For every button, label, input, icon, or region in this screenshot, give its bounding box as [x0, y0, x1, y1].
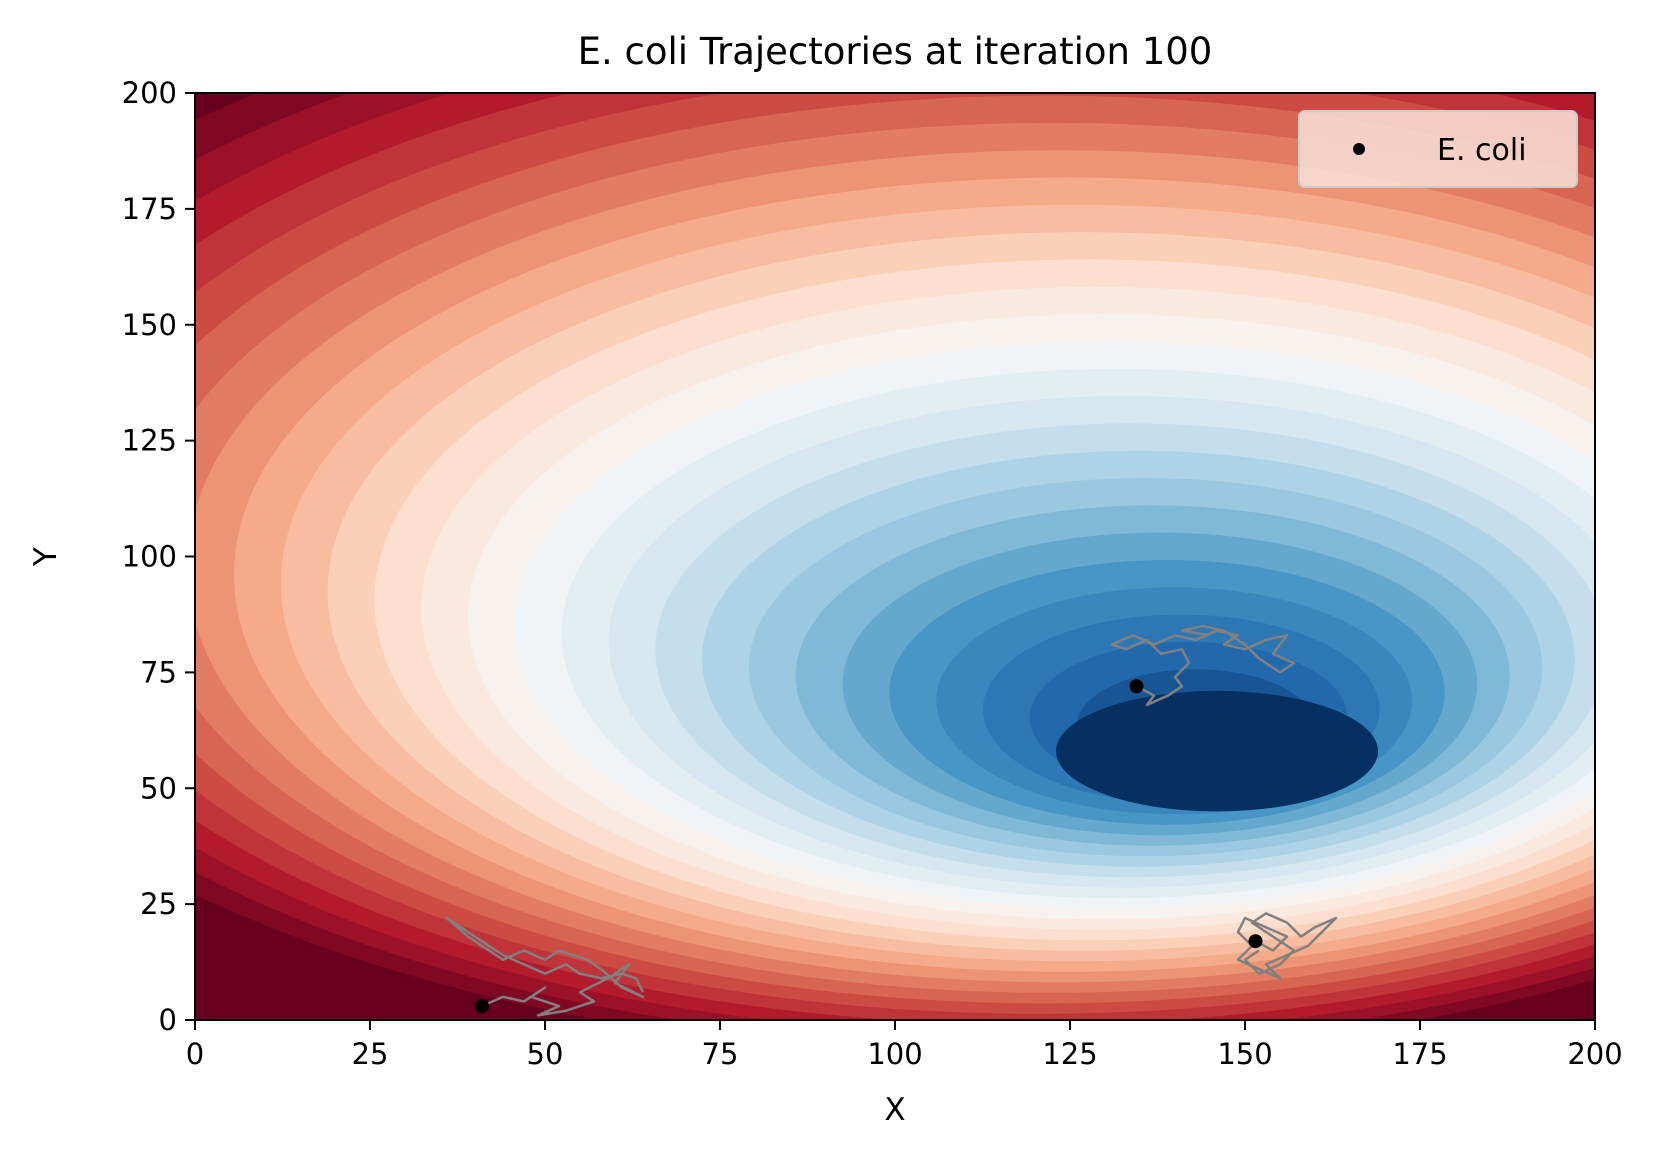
trajectory-line	[445, 916, 645, 1017]
x-axis: 0 25 50 75 100 125 150 175 200	[186, 1020, 1623, 1071]
chart-title: E. coli Trajectories at iteration 100	[578, 30, 1213, 73]
y-tick-label: 150	[122, 308, 177, 342]
y-tick-label: 0	[159, 1003, 177, 1037]
legend-entry-ecoli: E. coli	[1437, 133, 1527, 168]
ecoli-point	[475, 999, 489, 1014]
x-axis-label: X	[884, 1092, 905, 1128]
ecoli-points	[475, 679, 1263, 1014]
x-tick-label: 0	[186, 1037, 204, 1071]
contour-background	[195, 93, 1595, 1020]
x-tick-label: 100	[867, 1037, 922, 1071]
y-axis-label: Y	[28, 547, 64, 567]
x-tick-label: 75	[702, 1037, 739, 1071]
x-tick-label: 200	[1567, 1037, 1622, 1071]
trajectory-line	[1236, 912, 1338, 980]
x-tick-label: 175	[1392, 1037, 1447, 1071]
ecoli-point	[1248, 934, 1263, 949]
x-tick-label: 125	[1042, 1037, 1097, 1071]
ecoli-point	[1129, 679, 1144, 694]
y-tick-label: 75	[140, 655, 177, 689]
x-tick-label: 150	[1217, 1037, 1272, 1071]
y-tick-label: 25	[140, 887, 177, 921]
x-tick-label: 50	[527, 1037, 564, 1071]
y-tick-label: 50	[140, 771, 177, 805]
y-tick-label: 200	[122, 76, 177, 110]
contour-minimum	[1056, 690, 1378, 812]
y-tick-label: 175	[122, 192, 177, 226]
legend-box	[1298, 110, 1578, 188]
x-tick-label: 25	[352, 1037, 389, 1071]
legend: E. coli	[1298, 110, 1578, 188]
y-tick-label: 125	[122, 424, 177, 458]
y-axis: 0 25 50 75 100 125 150 175 200	[122, 76, 195, 1037]
legend-marker-icon	[1353, 143, 1365, 155]
trajectory-line	[1110, 624, 1296, 707]
y-tick-label: 100	[122, 540, 177, 574]
trajectory-trails	[445, 624, 1338, 1017]
